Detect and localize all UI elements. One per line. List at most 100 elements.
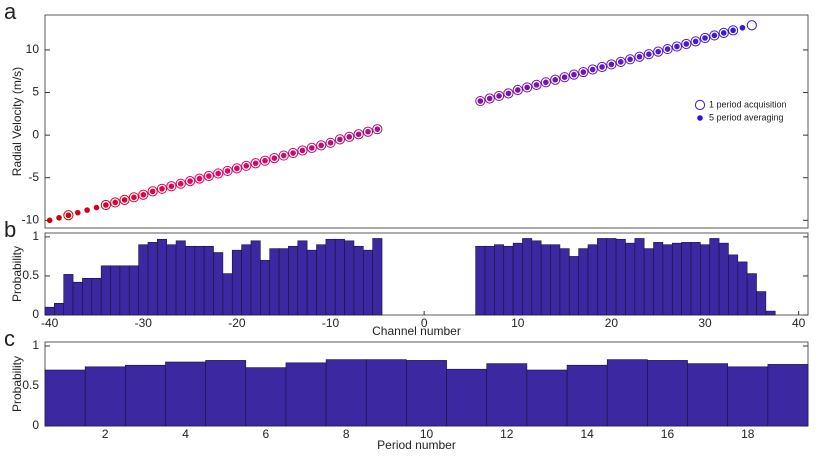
bar xyxy=(245,367,287,427)
point xyxy=(337,136,343,143)
point xyxy=(271,155,278,161)
x-tick-label: 4 xyxy=(182,427,189,441)
point xyxy=(711,32,718,39)
x-tick-label: -40 xyxy=(41,316,59,330)
bar xyxy=(110,265,121,316)
bar xyxy=(306,249,317,316)
bar xyxy=(484,245,495,316)
point xyxy=(63,210,74,221)
point xyxy=(187,178,193,184)
point xyxy=(606,59,617,70)
y-axis-label: Probability xyxy=(10,246,24,302)
bar xyxy=(550,244,561,316)
bar xyxy=(728,254,739,316)
point xyxy=(262,157,268,164)
bar xyxy=(756,291,767,316)
point xyxy=(503,88,514,99)
y-tick-label: 0 xyxy=(32,418,39,432)
point xyxy=(587,64,598,75)
point xyxy=(84,207,90,213)
panel-label: b xyxy=(4,217,16,242)
bar xyxy=(522,238,533,316)
point xyxy=(683,41,690,47)
point xyxy=(147,186,158,197)
bar xyxy=(203,245,214,316)
bar xyxy=(746,273,757,316)
point xyxy=(128,192,140,203)
x-axis-label: Channel number xyxy=(372,324,461,338)
bar xyxy=(486,363,528,427)
point xyxy=(662,43,673,55)
bar xyxy=(653,242,664,316)
y-axis-label: Probability xyxy=(10,356,24,412)
point xyxy=(259,155,271,166)
bar xyxy=(526,369,568,427)
point xyxy=(278,150,289,161)
point xyxy=(674,43,680,50)
bar xyxy=(690,242,701,316)
bar xyxy=(615,238,626,316)
point xyxy=(93,204,100,211)
point xyxy=(327,140,334,146)
point xyxy=(316,140,327,151)
point xyxy=(365,128,371,135)
point xyxy=(484,93,495,104)
bar xyxy=(297,240,308,316)
bar xyxy=(363,249,373,316)
point xyxy=(596,61,608,73)
point xyxy=(306,142,317,154)
bar xyxy=(119,265,130,316)
bar xyxy=(175,240,186,316)
bar xyxy=(54,302,65,316)
point xyxy=(196,175,203,182)
y-tick-label: 5 xyxy=(32,85,39,99)
bar xyxy=(597,238,608,316)
bar xyxy=(767,364,809,427)
y-axis-label: Radial Velocity (m/s) xyxy=(10,67,24,176)
bar xyxy=(365,359,407,427)
point xyxy=(374,126,381,132)
bar xyxy=(568,256,579,316)
bar xyxy=(44,306,55,316)
bar xyxy=(709,238,720,316)
bar xyxy=(316,244,327,316)
bar xyxy=(475,245,486,316)
point xyxy=(615,56,626,67)
bar xyxy=(559,248,570,316)
point xyxy=(730,27,736,34)
point xyxy=(224,168,231,174)
bar xyxy=(157,238,168,316)
x-tick-label: 2 xyxy=(102,427,109,441)
x-tick-label: 18 xyxy=(741,427,755,441)
point xyxy=(533,82,540,88)
bar xyxy=(100,265,111,316)
point xyxy=(561,74,568,80)
point xyxy=(496,93,502,99)
point xyxy=(617,59,624,65)
point xyxy=(709,30,720,41)
bar xyxy=(737,261,748,316)
bar xyxy=(222,273,233,316)
point xyxy=(231,163,243,174)
bar xyxy=(718,242,729,316)
legend-marker xyxy=(697,115,703,121)
bar xyxy=(446,368,488,427)
bar xyxy=(91,277,102,316)
point xyxy=(720,30,727,36)
point xyxy=(131,194,137,201)
point xyxy=(166,181,177,192)
bar xyxy=(285,362,327,427)
y-tick-label: 10 xyxy=(26,42,40,56)
point xyxy=(222,165,233,177)
point xyxy=(550,74,561,85)
x-tick-label: 14 xyxy=(580,427,594,441)
point xyxy=(159,186,165,192)
point xyxy=(627,56,633,63)
bar xyxy=(727,366,769,427)
point xyxy=(746,20,757,31)
point xyxy=(334,134,346,145)
bar xyxy=(278,248,289,316)
bar xyxy=(647,360,688,427)
point xyxy=(168,183,175,190)
bar xyxy=(84,366,126,427)
